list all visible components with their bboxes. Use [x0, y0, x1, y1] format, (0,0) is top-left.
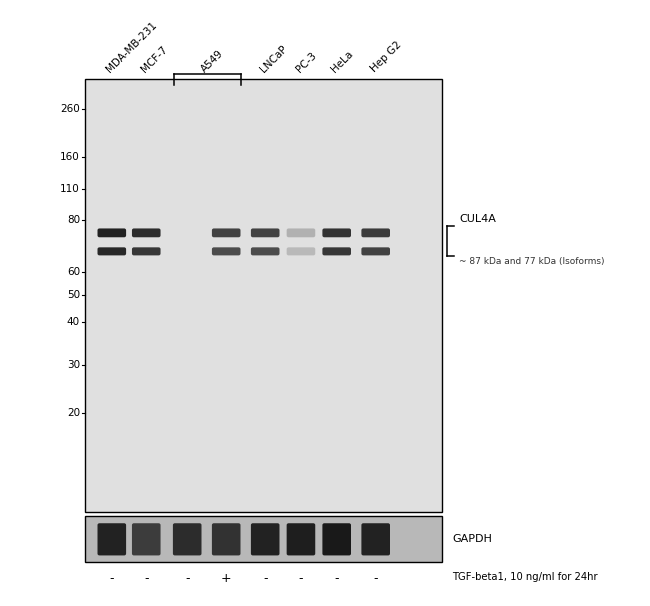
FancyBboxPatch shape: [322, 247, 351, 255]
FancyBboxPatch shape: [212, 228, 240, 238]
Text: -: -: [374, 572, 378, 585]
Text: 30: 30: [67, 360, 80, 370]
FancyBboxPatch shape: [251, 523, 280, 556]
FancyBboxPatch shape: [251, 228, 280, 238]
FancyBboxPatch shape: [98, 523, 126, 556]
Bar: [84, 516, 442, 562]
Text: -: -: [110, 572, 114, 585]
FancyBboxPatch shape: [361, 228, 390, 238]
FancyBboxPatch shape: [361, 523, 390, 556]
FancyBboxPatch shape: [132, 228, 161, 238]
FancyBboxPatch shape: [132, 247, 161, 255]
Text: 50: 50: [67, 290, 80, 301]
Text: MDA-MB-231: MDA-MB-231: [105, 19, 159, 74]
FancyBboxPatch shape: [322, 228, 351, 238]
FancyBboxPatch shape: [251, 247, 280, 255]
FancyBboxPatch shape: [98, 247, 126, 255]
Text: 260: 260: [60, 104, 80, 114]
Text: -: -: [335, 572, 339, 585]
FancyBboxPatch shape: [287, 523, 315, 556]
FancyBboxPatch shape: [132, 523, 161, 556]
FancyBboxPatch shape: [361, 247, 390, 255]
FancyBboxPatch shape: [287, 228, 315, 238]
Text: 60: 60: [67, 267, 80, 276]
FancyBboxPatch shape: [212, 247, 240, 255]
Text: 80: 80: [67, 215, 80, 225]
FancyBboxPatch shape: [98, 228, 126, 238]
Text: 110: 110: [60, 184, 80, 195]
Text: LNCaP: LNCaP: [258, 43, 289, 74]
Bar: [84, 79, 442, 512]
FancyBboxPatch shape: [287, 247, 315, 255]
Text: ~ 87 kDa and 77 kDa (Isoforms): ~ 87 kDa and 77 kDa (Isoforms): [459, 258, 604, 267]
Text: -: -: [144, 572, 148, 585]
Text: -: -: [263, 572, 267, 585]
FancyBboxPatch shape: [173, 523, 202, 556]
Text: PC-3: PC-3: [294, 50, 318, 74]
Text: MCF-7: MCF-7: [139, 44, 169, 74]
Text: HeLa: HeLa: [330, 48, 356, 74]
Text: TGF-beta1, 10 ng/ml for 24hr: TGF-beta1, 10 ng/ml for 24hr: [452, 572, 598, 582]
Text: 40: 40: [67, 318, 80, 327]
Text: GAPDH: GAPDH: [452, 534, 492, 544]
Text: Hep G2: Hep G2: [369, 39, 403, 74]
Text: 20: 20: [67, 408, 80, 418]
FancyBboxPatch shape: [212, 523, 240, 556]
Text: -: -: [299, 572, 303, 585]
Text: 160: 160: [60, 152, 80, 162]
Text: +: +: [221, 572, 231, 585]
Text: A549: A549: [200, 48, 226, 74]
FancyBboxPatch shape: [322, 523, 351, 556]
Text: -: -: [185, 572, 189, 585]
Text: CUL4A: CUL4A: [459, 215, 496, 224]
